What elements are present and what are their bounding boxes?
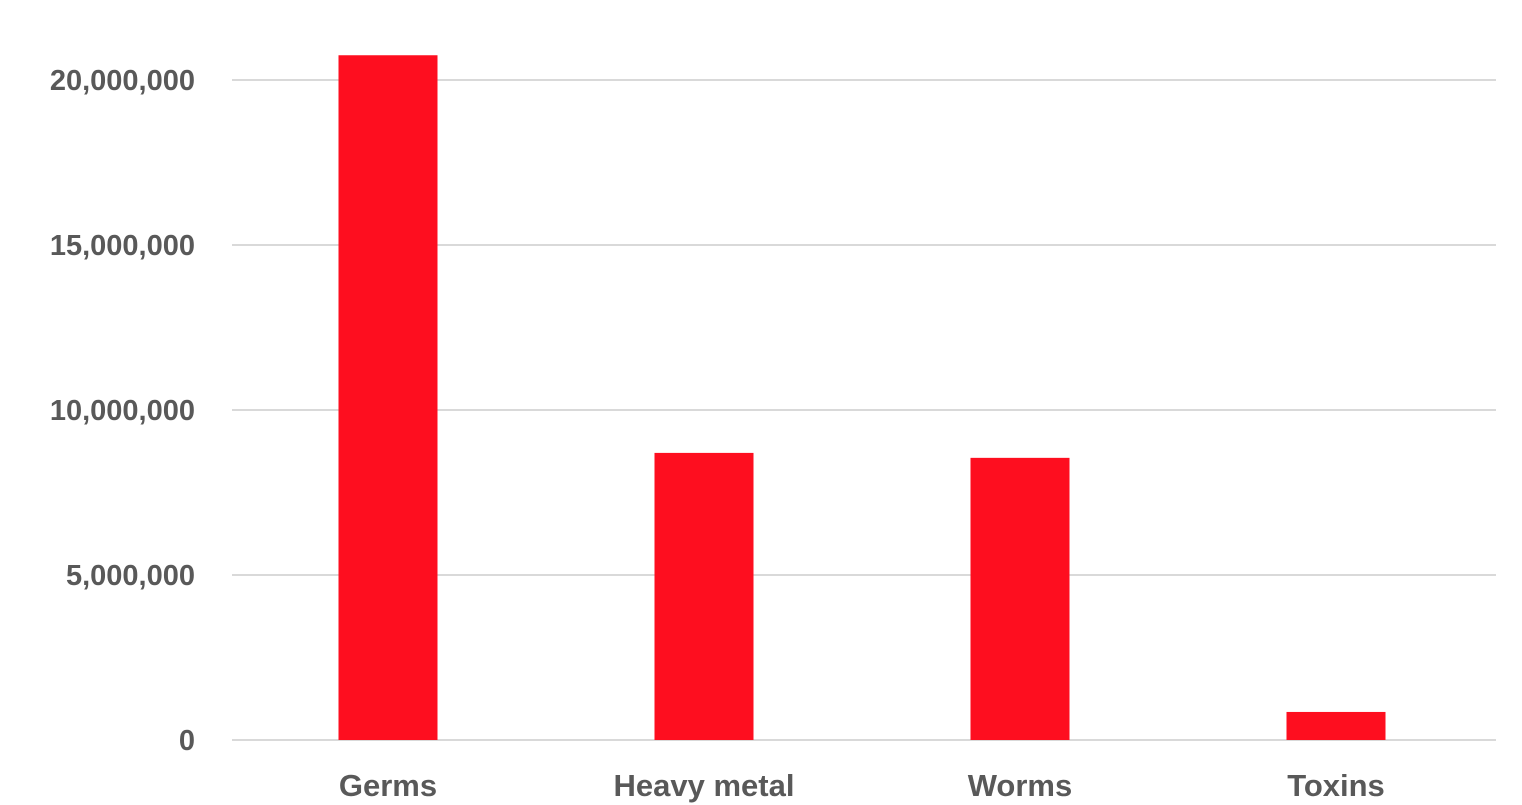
bar-germs [338,55,438,740]
y-tick-label: 5,000,000 [66,560,195,592]
bars [338,55,1386,740]
y-tick-label: 15,000,000 [50,230,195,262]
gridlines [232,79,1496,741]
bar-worms [970,457,1070,740]
y-tick-label: 0 [179,725,195,757]
x-category-label: Germs [339,768,437,803]
x-category-label: Worms [968,768,1073,803]
y-axis-tick-labels: 0 5,000,000 10,000,000 15,000,000 20,000,000 [50,65,195,757]
bar-heavy-metal [654,452,754,740]
x-axis-category-labels: Germs Heavy metal Worms Toxins [339,768,1385,803]
x-category-label: Toxins [1287,768,1385,803]
y-tick-label: 10,000,000 [50,395,195,427]
y-tick-label: 20,000,000 [50,65,195,97]
bar-toxins [1286,711,1386,740]
x-category-label: Heavy metal [614,768,795,803]
